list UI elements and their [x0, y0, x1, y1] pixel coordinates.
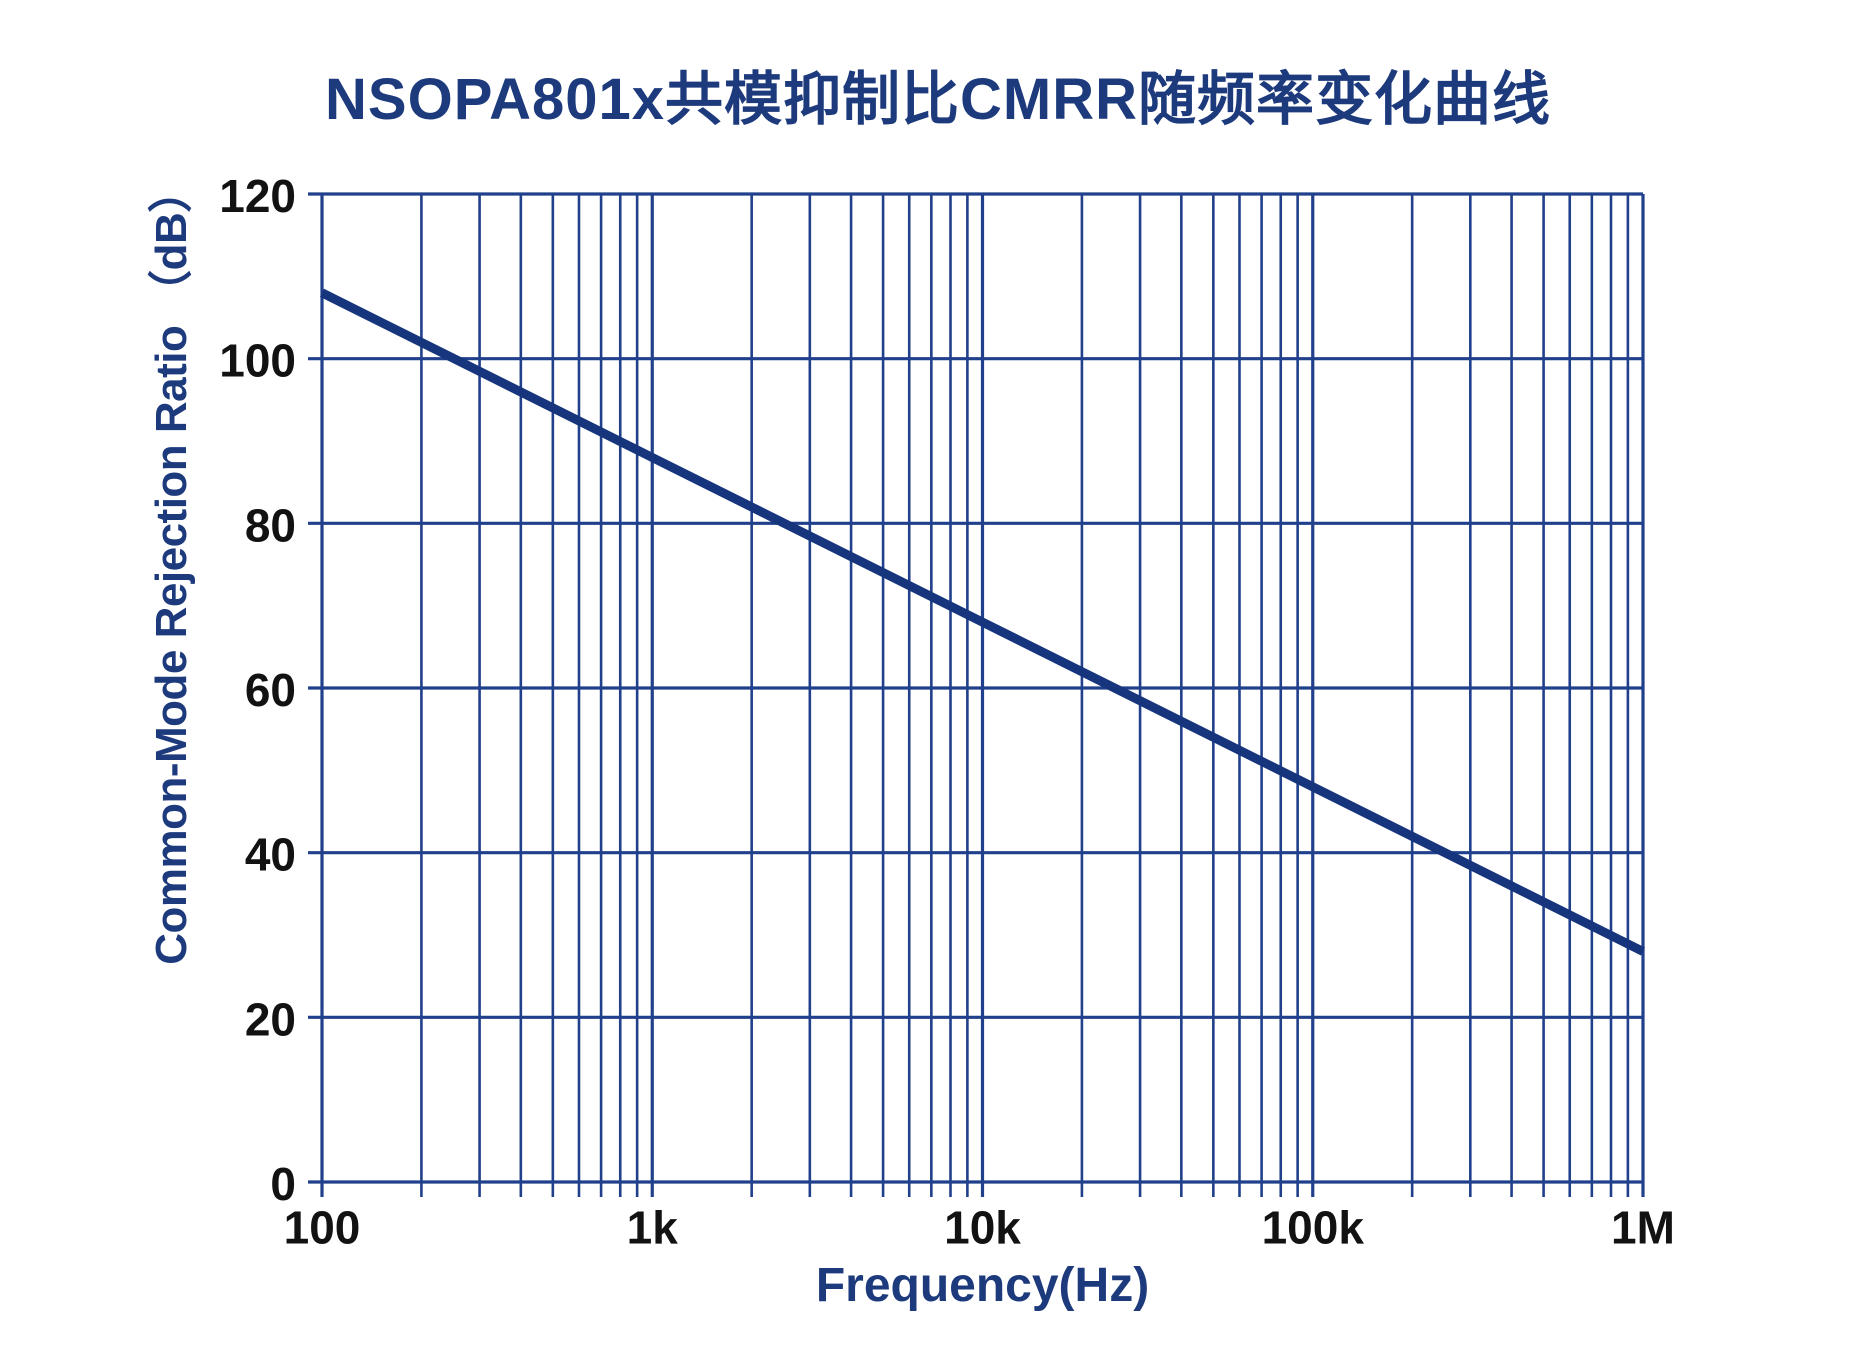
x-tick-label: 1k: [627, 1202, 679, 1254]
y-tick-label: 80: [245, 499, 296, 551]
y-tick-label: 120: [219, 170, 296, 222]
x-tick-label: 100k: [1262, 1202, 1365, 1254]
y-tick-label: 0: [270, 1158, 296, 1210]
y-tick-label: 100: [219, 335, 296, 387]
x-axis-title: Frequency(Hz): [815, 1259, 1150, 1312]
x-tick-label: 100: [284, 1202, 361, 1254]
x-tick-label: 1M: [1611, 1202, 1675, 1254]
cmrr-curve: [319, 288, 1646, 956]
y-tick-label: 20: [245, 993, 296, 1045]
y-tick-label: 60: [245, 664, 296, 716]
x-tick-label: 10k: [944, 1202, 1021, 1254]
chart-title: NSOPA801x共模抑制比CMRR随频率变化曲线: [325, 67, 1551, 132]
y-tick-label: 40: [245, 829, 296, 881]
